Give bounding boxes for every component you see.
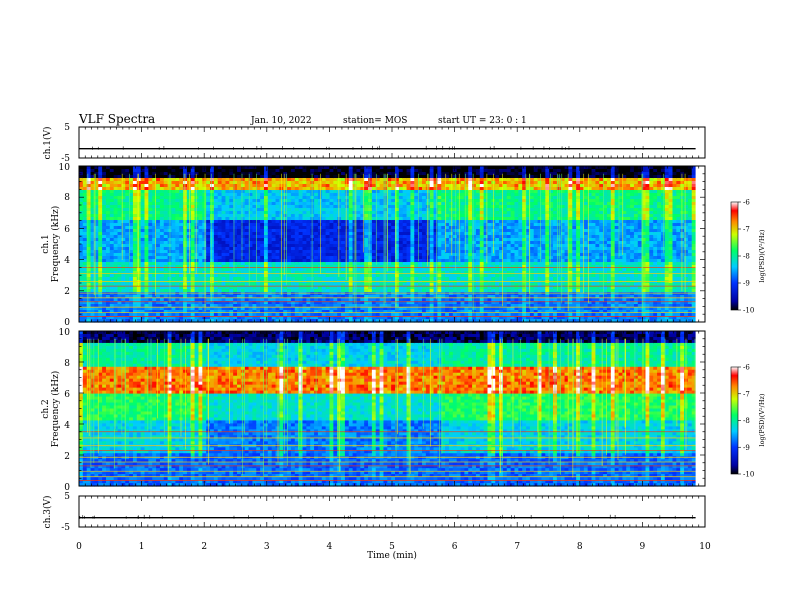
colorbar-tick-label: -6: [743, 364, 750, 372]
colorbar-gradient: [731, 202, 738, 310]
figure-title: VLF Spectra: [78, 112, 155, 126]
spectrogram-panel-ch1: 0 2 4 6 8 10 ch.1 Frequency (kHz): [41, 163, 705, 328]
xtick-label: 0: [76, 542, 82, 552]
waveform-panel-ch3: 5 -5 ch.3(V): [42, 492, 705, 533]
colorbar-ticks: -6 -7 -8 -9 -10: [738, 364, 754, 479]
ytick-label: 10: [59, 163, 71, 173]
colorbar-ch1: -6 -7 -8 -9 -10 log(PSD)(V²/Hz): [731, 199, 766, 315]
ylabel-ch2-spec: ch.2: [41, 399, 51, 418]
station-label: station= MOS: [343, 116, 407, 126]
colorbar-tick-label: -6: [743, 199, 750, 207]
colorbar-tick-label: -8: [743, 253, 750, 261]
ytick-label: 2: [64, 287, 70, 297]
ylabel-frequency: Frequency (kHz): [50, 371, 61, 448]
xlabel-time: Time (min): [367, 550, 417, 561]
xtick-label: 3: [264, 542, 270, 552]
colorbar-label: log(PSD)(V²/Hz): [758, 393, 766, 446]
colorbar-gradient: [731, 367, 738, 474]
colorbar-ch2: -6 -7 -8 -9 -10 log(PSD)(V²/Hz): [731, 364, 766, 479]
colorbar-ticks: -6 -7 -8 -9 -10: [738, 199, 754, 315]
ytick-label: 6: [64, 390, 70, 400]
xtick-label: 1: [139, 542, 145, 552]
ytick-label: 0: [64, 318, 70, 328]
colorbar-tick-label: -9: [743, 280, 750, 288]
start-time-label: start UT = 23: 0 : 1: [438, 116, 527, 126]
colorbar-tick-label: -8: [743, 417, 750, 425]
ytick-label: 2: [64, 452, 70, 462]
xtick-label: 9: [640, 542, 646, 552]
ytick-label: -5: [61, 523, 70, 533]
colorbar-tick-label: -9: [743, 444, 750, 452]
ylabel-frequency: Frequency (kHz): [50, 206, 61, 283]
ytick-label: 6: [64, 225, 70, 235]
colorbar-tick-label: -10: [743, 471, 754, 479]
spectrogram-image: [79, 331, 705, 487]
waveform-trace: [79, 515, 696, 519]
waveform-panel-ch1: 5 -5 ch.1(V): [42, 123, 705, 164]
xtick-label: 4: [327, 542, 333, 552]
ytick-label: 5: [64, 492, 70, 502]
colorbar-tick-label: -7: [743, 390, 750, 398]
ytick-label: 8: [64, 193, 70, 203]
date-label: Jan. 10, 2022: [250, 116, 312, 126]
ylabel-ch1-spec: ch.1: [41, 234, 51, 253]
colorbar-tick-label: -7: [743, 226, 750, 234]
spectrogram-image: [79, 166, 705, 323]
ylabel-ch1-wave: ch.1(V): [42, 127, 53, 160]
ytick-label: 5: [64, 123, 70, 133]
panel-ticks: [79, 496, 705, 527]
ytick-label: 4: [64, 256, 70, 266]
xtick-label: 2: [201, 542, 207, 552]
colorbar-tick-label: -10: [743, 307, 754, 315]
xtick-label: 6: [452, 542, 458, 552]
colorbar-label: log(PSD)(V²/Hz): [758, 229, 766, 282]
waveform-trace: [79, 146, 696, 150]
spectrogram-panel-ch2: 0 2 4 6 8 10 ch.2 Frequency (kHz): [41, 328, 705, 493]
ytick-label: 8: [64, 359, 70, 369]
ytick-label: 4: [64, 421, 70, 431]
panel-ticks: [79, 127, 705, 158]
ytick-label: 10: [59, 328, 71, 338]
xtick-label: 7: [514, 542, 520, 552]
xtick-label: 8: [577, 542, 583, 552]
xtick-label: 10: [699, 542, 711, 552]
ylabel-ch3-wave: ch.3(V): [42, 496, 53, 529]
